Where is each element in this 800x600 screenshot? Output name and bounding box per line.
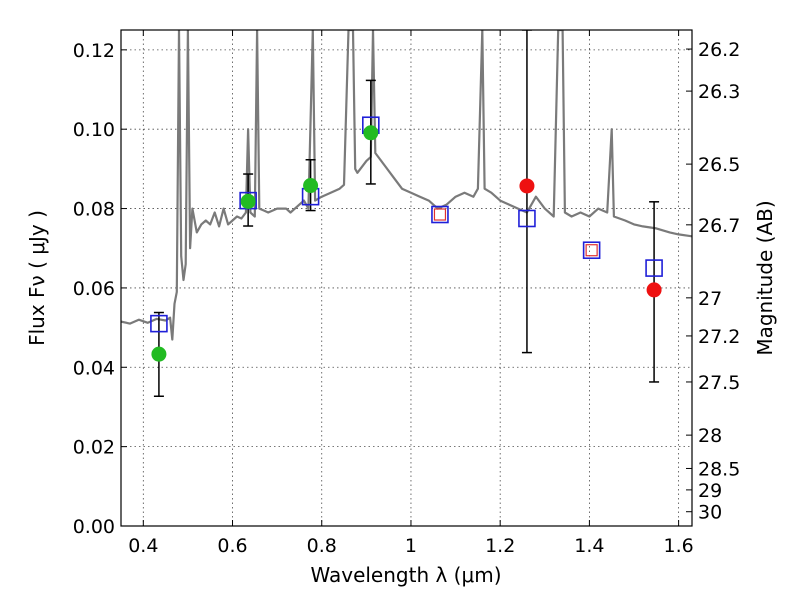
series-layer (121, 30, 692, 397)
grid (121, 30, 692, 527)
observed-flux-point (646, 282, 662, 298)
observed-flux-point (240, 193, 256, 209)
y2-tick-label: 28.5 (698, 458, 740, 480)
plot-frame (120, 29, 693, 527)
y2-tick-label: 27.2 (698, 326, 740, 348)
x-axis: 0.4 0.6 0.8 1 1.2 1.4 1.6 (128, 30, 694, 557)
y-tick-label: 0.04 (73, 357, 115, 379)
y-tick-label: 0.08 (73, 199, 115, 221)
y-tick-label: 0.06 (73, 278, 115, 300)
model-flux-square (150, 314, 168, 333)
y2-tick-label: 27 (698, 288, 722, 310)
model-spectrum-line (121, 30, 692, 341)
y-tick-label: 0.12 (73, 40, 115, 62)
y-tick-label: 0.00 (73, 516, 115, 538)
x-tick-label: 1.2 (485, 535, 515, 557)
y2-tick-label: 29 (698, 480, 722, 502)
y2-tick-label: 30 (698, 502, 722, 524)
x-tick-label: 0.4 (128, 535, 158, 557)
x-axis-label: Wavelength λ (μm) (310, 563, 501, 587)
y2-tick-label: 26.7 (698, 215, 740, 237)
y-axis: 0.00 0.02 0.04 0.06 0.08 0.10 0.12 (73, 40, 127, 538)
observed-flux-point (363, 125, 379, 141)
upper-limit-square (433, 208, 447, 221)
x-tick-label: 1.4 (574, 535, 604, 557)
observed-flux-point (151, 346, 167, 362)
x-tick-label: 1.6 (664, 535, 694, 557)
x-tick-label: 0.6 (217, 535, 247, 557)
model-flux-square (645, 259, 663, 277)
observed-flux-point (303, 178, 319, 194)
model-flux-square (431, 205, 449, 224)
y2-tick-label: 26.3 (698, 81, 740, 103)
y2-tick-label: 28 (698, 425, 722, 447)
y-tick-label: 0.02 (73, 437, 115, 459)
model-flux-square (518, 209, 536, 228)
upper-limit-square (585, 244, 598, 257)
x-tick-label: 0.8 (307, 535, 337, 557)
y2-axis-label: Magnitude (AB) (753, 200, 777, 355)
y-axis-label: Flux Fν ( μJy ) (25, 210, 49, 346)
observed-flux-point (519, 178, 535, 194)
y-tick-label: 0.10 (73, 119, 115, 141)
y2-tick-label: 26.5 (698, 154, 740, 176)
x-tick-label: 1 (405, 535, 417, 557)
y2-tick-label: 26.2 (698, 39, 740, 61)
y2-tick-label: 27.5 (698, 372, 740, 394)
model-flux-square (582, 241, 601, 260)
